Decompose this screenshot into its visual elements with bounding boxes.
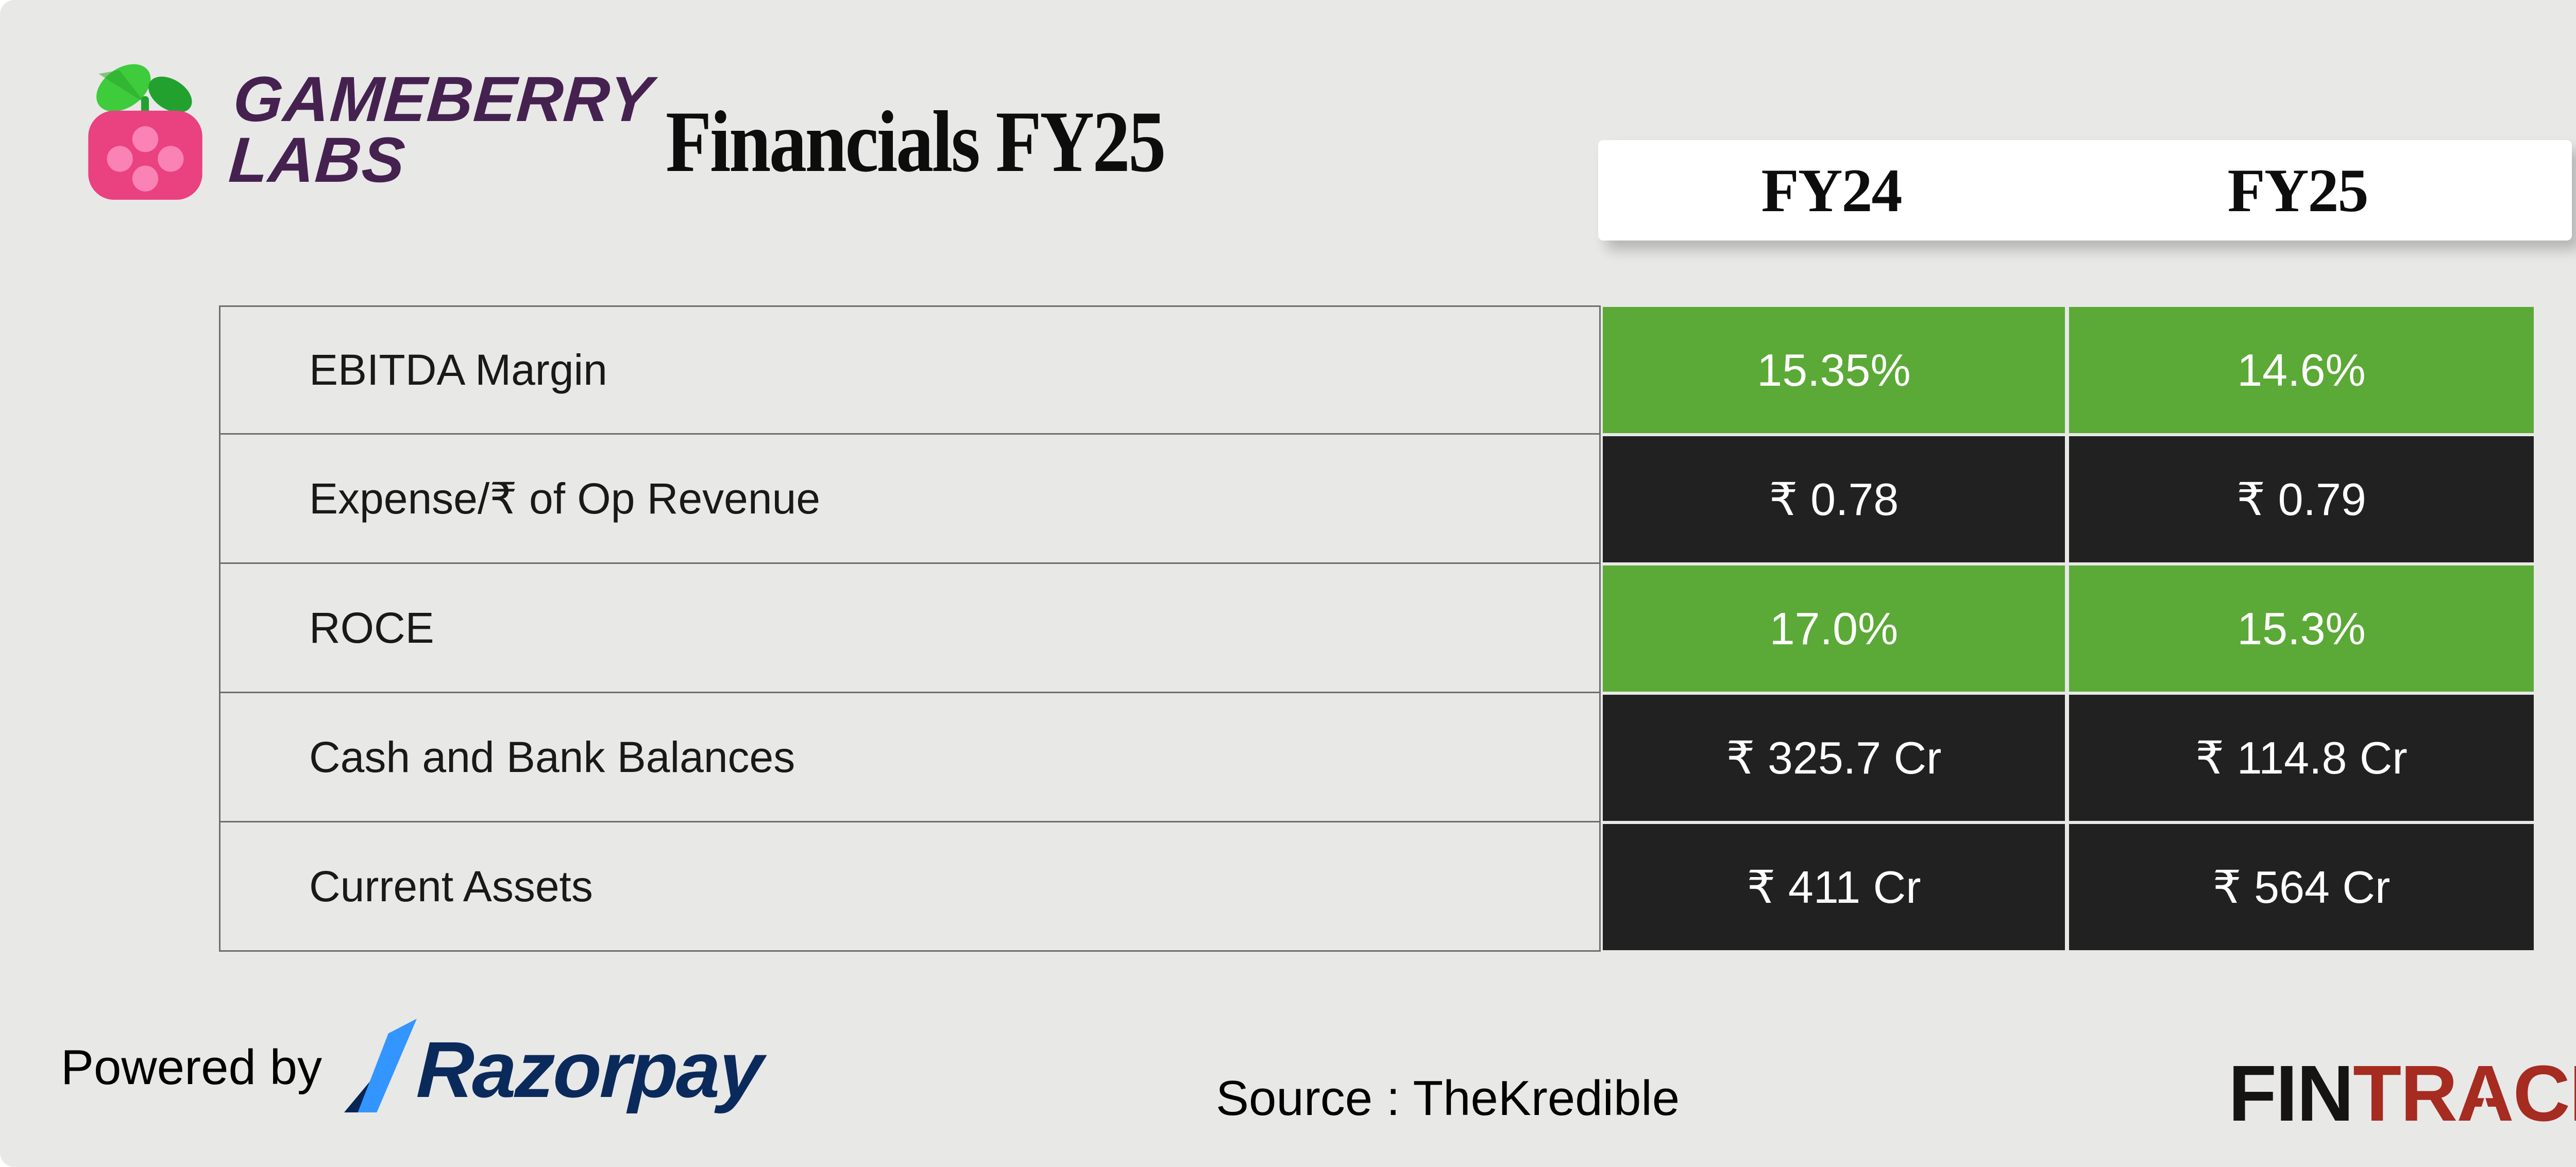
row-label-current-assets: Current Assets [219, 822, 1601, 952]
razorpay-wordmark: Razorpay [415, 1025, 764, 1114]
brand-name-line2: LABS [227, 125, 408, 196]
row-label-roce: ROCE [219, 564, 1601, 693]
row-label-expense-per-rupee: Expense/₹ of Op Revenue [219, 435, 1601, 564]
cell-expense-per-rupee-fy25: ₹ 0.79 [2069, 436, 2534, 562]
powered-by-razorpay: Powered by Razorpay [61, 1019, 764, 1115]
brand-name-line1: GAMEBERRY [231, 64, 655, 135]
year-header-bar: FY24 FY25 [1598, 140, 2572, 241]
cell-current-assets-fy25: ₹ 564 Cr [2069, 824, 2534, 950]
cell-ebitda-margin-fy24: 15.35% [1603, 307, 2065, 433]
row-label-ebitda-margin: EBITDA Margin [219, 305, 1601, 435]
brand-logo: GAMEBERRY LABS [82, 45, 655, 206]
row-label-cash-and-bank: Cash and Bank Balances [219, 693, 1601, 822]
cell-current-assets-fy24: ₹ 411 Cr [1603, 824, 2065, 950]
powered-by-label: Powered by [61, 1040, 322, 1095]
source-credit: Source : TheKredible [1216, 1071, 1680, 1126]
fintrackr-tr: TR [2353, 1049, 2458, 1138]
cell-cash-and-bank-fy24: ₹ 325.7 Cr [1603, 695, 2065, 821]
cell-ebitda-margin-fy25: 14.6% [2069, 307, 2534, 433]
brand-name: GAMEBERRY LABS [226, 64, 655, 206]
cell-cash-and-bank-fy25: ₹ 114.8 Cr [2069, 695, 2534, 821]
fintrackr-red-part: TRACKR [2353, 1049, 2576, 1138]
fintrackr-logo: FINTRACKR [2228, 1048, 2576, 1139]
cell-expense-per-rupee-fy24: ₹ 0.78 [1603, 436, 2065, 562]
column-header-fy24: FY24 [1761, 156, 1903, 225]
fintrackr-ckr: CKR [2513, 1049, 2576, 1138]
column-header-fy25: FY25 [2227, 156, 2369, 225]
razorpay-icon [344, 1019, 417, 1112]
gameberry-berry-icon [88, 64, 202, 200]
financials-table: EBITDA Margin 15.35% 14.6% Expense/₹ of … [219, 305, 2536, 952]
cell-roce-fy24: 17.0% [1603, 565, 2065, 692]
cell-roce-fy25: 15.3% [2069, 565, 2534, 692]
fintrackr-a-with-rocket: A [2456, 1048, 2514, 1139]
fintrackr-black-part: FIN [2228, 1049, 2354, 1138]
page-title: Financials FY25 [666, 93, 1166, 190]
